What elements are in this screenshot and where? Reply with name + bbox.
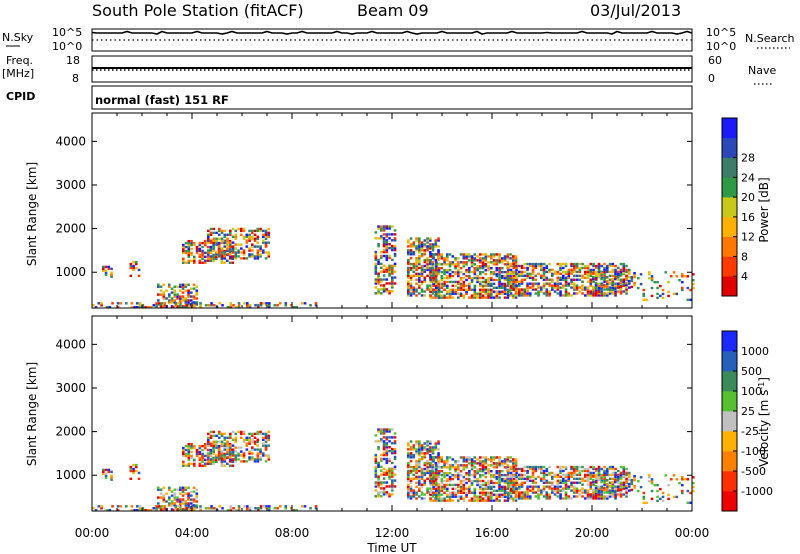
x-tick-labels: 00:00 04:00 08:00 12:00 16:00 20:00 00:00: [75, 526, 710, 540]
velocity-cbar-tick-4: -25: [741, 425, 759, 438]
velocity-cbar-tick-2: 100: [741, 385, 762, 398]
velocity-cbar-tick-7: -1000: [741, 485, 773, 498]
freq-panel: Freq. [MHz] 18 8 60 0 Nave: [2, 54, 776, 85]
cpid-value: normal (fast) 151 RF: [95, 93, 229, 107]
velocity-ytick-3: 4000: [55, 337, 86, 351]
power-cbar-tick-3: 16: [741, 211, 755, 224]
xtick-6: 00:00: [675, 526, 710, 540]
velocity-cbar-tick-1: 500: [741, 365, 762, 378]
velocity-cbar-tick-6: -500: [741, 465, 766, 478]
xtick-3: 12:00: [375, 526, 410, 540]
beam-label: Beam 09: [357, 1, 429, 20]
freq-unit: [MHz]: [2, 67, 34, 80]
power-axes: 1000 2000 3000 4000: [55, 113, 693, 308]
nsky-label: N.Sky: [2, 31, 34, 44]
velocity-cbar-tick-0: 1000: [741, 345, 769, 358]
velocity-ylabel: Slant Range [km]: [25, 362, 39, 466]
xtick-1: 04:00: [175, 526, 210, 540]
power-ytick-2: 3000: [55, 178, 86, 192]
nsearch-label: N.Search: [745, 32, 795, 45]
power-data-cells: [92, 225, 695, 309]
velocity-ytick-1: 2000: [55, 425, 86, 439]
xtick-5: 20:00: [575, 526, 610, 540]
power-cbar-tick-5: 24: [741, 171, 755, 184]
freq-label: Freq.: [6, 54, 33, 67]
xtick-0: 00:00: [75, 526, 110, 540]
velocity-axes: 1000 2000 3000 4000: [55, 316, 693, 511]
nave-tick-bottom: 0: [708, 72, 715, 85]
nsearch-tick-bottom: 10^0: [706, 40, 736, 53]
nave-label: Nave: [748, 64, 776, 77]
power-ylabel: Slant Range [km]: [25, 162, 39, 266]
power-cbar-tick-6: 28: [741, 152, 755, 165]
velocity-colorbar-label: Velocity [m s-1]: [757, 377, 771, 467]
x-axis-label: Time UT: [366, 541, 417, 554]
freq-tick-bottom: 8: [72, 72, 79, 85]
nsky-tick-top: 10^5: [52, 26, 82, 39]
velocity-ytick-0: 1000: [55, 468, 86, 482]
nsearch-tick-top: 10^5: [706, 26, 736, 39]
nsky-tick-bottom: 10^0: [52, 40, 82, 53]
velocity-cbar-tick-5: -100: [741, 445, 766, 458]
date-label: 03/Jul/2013: [590, 1, 681, 20]
cpid-box: [91, 85, 693, 110]
power-cbar-tick-4: 20: [741, 191, 755, 204]
power-cbar-tick-2: 12: [741, 231, 755, 244]
power-cbar-tick-0: 4: [741, 270, 748, 283]
station-title: South Pole Station (fitACF): [92, 1, 304, 20]
power-cbar-tick-1: 8: [741, 250, 748, 263]
power-colorbar-label: Power [dB]: [757, 177, 771, 242]
velocity-colorbar: 1000 500 100 25 -25 -100 -500 -1000: [721, 330, 773, 512]
noise-panel: N.Sky 10^5 10^0 10^5 10^0 N.Search: [2, 26, 795, 53]
power-ytick-1: 2000: [55, 222, 86, 236]
xtick-2: 08:00: [275, 526, 310, 540]
power-ytick-3: 4000: [55, 134, 86, 148]
cpid-label: CPID: [6, 90, 35, 103]
velocity-cbar-tick-3: 25: [741, 405, 755, 418]
nave-tick-top: 60: [708, 54, 722, 67]
power-colorbar: 4 8 12 16 20 24 28: [721, 117, 755, 297]
velocity-data-cells: [92, 428, 695, 512]
xtick-4: 16:00: [475, 526, 510, 540]
freq-tick-top: 18: [66, 54, 80, 67]
power-ytick-0: 1000: [55, 265, 86, 279]
velocity-ytick-2: 3000: [55, 381, 86, 395]
